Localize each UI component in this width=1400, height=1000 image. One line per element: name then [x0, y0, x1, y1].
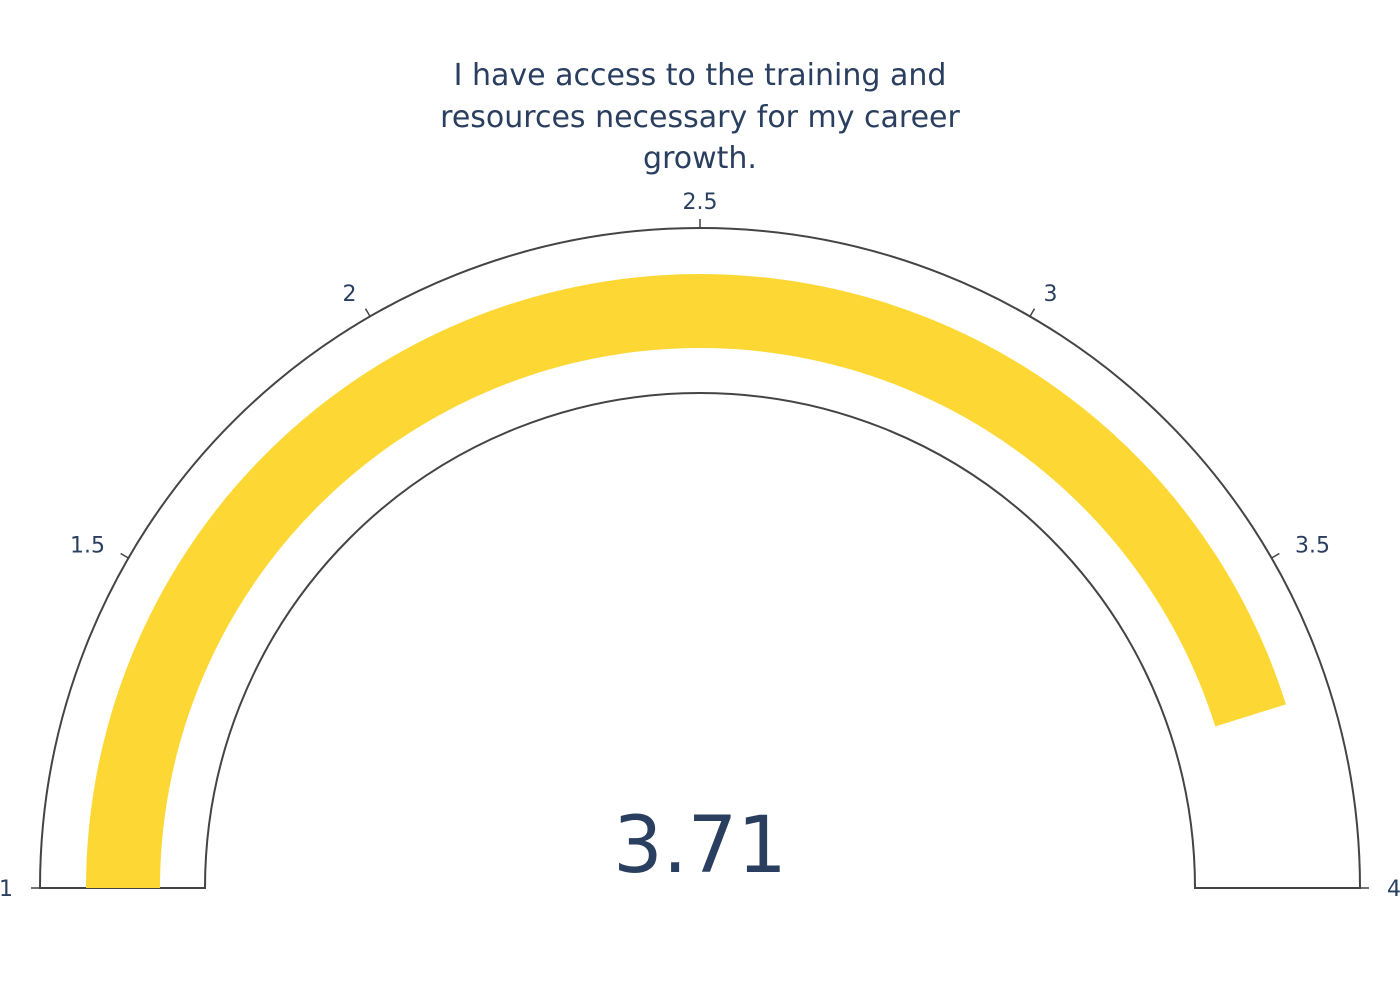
gauge-tick-label: 3: [1044, 282, 1058, 307]
gauge-value-text: 3.71: [613, 801, 787, 891]
gauge-tick-mark: [120, 552, 129, 559]
chart-title: I have access to the training and resour…: [440, 58, 960, 176]
gauge-tick-mark: [1271, 552, 1280, 559]
gauge-tick-label: 2.5: [683, 190, 718, 215]
gauge-ticks: 1 1.5 2 2.5 3 3.5 4: [0, 190, 1400, 902]
gauge-tick-mark: [1029, 308, 1036, 317]
gauge-tick-label: 3.5: [1295, 534, 1330, 559]
gauge-tick-mark: [364, 308, 371, 317]
gauge-outline: [38, 227, 1362, 889]
gauge-tick-label: 2: [343, 282, 357, 307]
gauge-tick-label: 1: [0, 877, 13, 902]
chart-title-line-1: I have access to the training and: [454, 58, 947, 93]
gauge-tick-label: 4: [1387, 877, 1400, 902]
gauge-tick-label: 1.5: [70, 534, 105, 559]
chart-title-line-3: growth.: [643, 141, 757, 176]
gauge-value-bar: [86, 274, 1286, 889]
chart-title-line-2: resources necessary for my career: [440, 100, 960, 135]
